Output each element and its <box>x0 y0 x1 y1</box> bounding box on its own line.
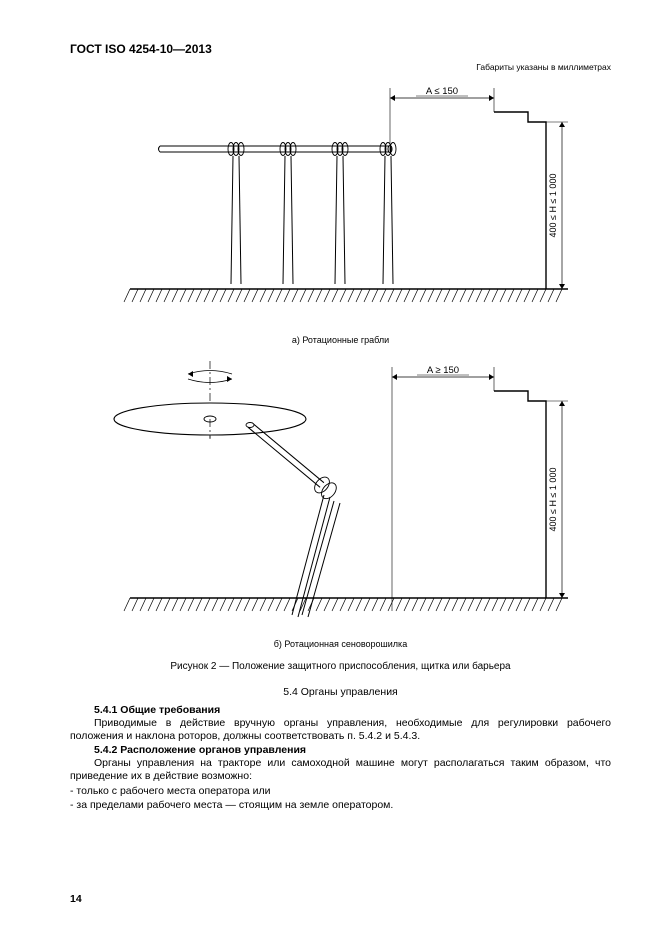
heading-5-4-1: 5.4.1 Общие требования <box>70 704 611 716</box>
svg-text:A ≤ 150: A ≤ 150 <box>426 86 458 97</box>
list-item-1: - только с рабочего места оператора или <box>70 785 611 798</box>
svg-text:400 ≤ H ≤ 1 000: 400 ≤ H ≤ 1 000 <box>548 174 558 238</box>
figure-main-caption: Рисунок 2 — Положение защитного приспосо… <box>70 661 611 672</box>
doc-header: ГОСТ ISO 4254-10—2013 <box>70 42 611 56</box>
figure-b: A ≥ 150 400 ≤ H ≤ 1 000 <box>70 353 611 633</box>
svg-text:A ≥ 150: A ≥ 150 <box>427 365 459 376</box>
figure-a-caption: а) Ротационные грабли <box>70 335 611 345</box>
section-5-4-title: 5.4 Органы управления <box>70 686 611 698</box>
figure-b-caption: б) Ротационная сеноворошилка <box>70 639 611 649</box>
para-5-4-2: Органы управления на тракторе или самохо… <box>70 757 611 783</box>
list-item-2: - за пределами рабочего места — стоящим … <box>70 799 611 812</box>
page-number: 14 <box>70 893 82 905</box>
para-5-4-1: Приводимые в действие вручную органы упр… <box>70 717 611 743</box>
heading-5-4-2: 5.4.2 Расположение органов управления <box>70 744 611 756</box>
units-note: Габариты указаны в миллиметрах <box>70 62 611 72</box>
figure-a: A ≤ 150 400 ≤ H ≤ 1 000 <box>70 74 611 329</box>
svg-text:400 ≤ H ≤ 1 000: 400 ≤ H ≤ 1 000 <box>548 468 558 532</box>
